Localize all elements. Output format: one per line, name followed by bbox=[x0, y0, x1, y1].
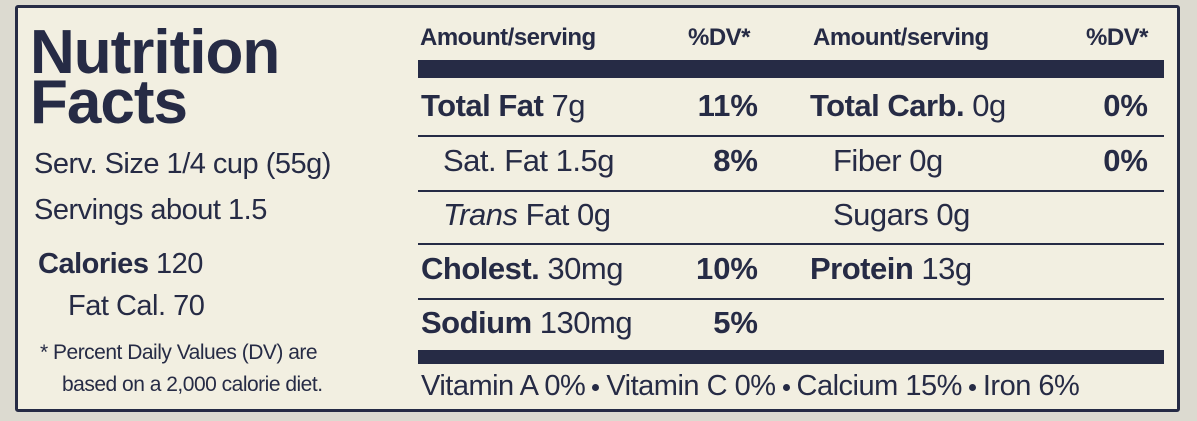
nutrient-dv: 10% bbox=[695, 251, 758, 286]
nutrient-label: Fiber bbox=[833, 143, 902, 178]
nutrient-label: Sat. Fat bbox=[443, 143, 548, 178]
nutrient-label: Protein bbox=[810, 251, 914, 286]
separator bbox=[592, 383, 600, 391]
nutrient-amount: 0g bbox=[577, 197, 611, 232]
nutrient-amount: 130mg bbox=[539, 305, 633, 340]
nutrient-amount: 1.5g bbox=[555, 143, 615, 178]
vitamin: Vitamin A 0% bbox=[421, 370, 586, 402]
serving-size: Serv. Size 1/4 cup (55g) bbox=[34, 148, 331, 180]
vitamins: Vitamin A 0% Vitamin C 0% Calcium 15% Iron … bbox=[421, 370, 1080, 403]
separator bbox=[968, 383, 976, 391]
nutrient-amount: 0g bbox=[972, 88, 1006, 123]
nutrient-label: Trans bbox=[443, 197, 518, 232]
thick-rule bbox=[418, 350, 1164, 364]
header-dv: %DV* bbox=[1086, 24, 1149, 51]
nutrient-label: Total Carb. bbox=[810, 88, 965, 123]
nutrient-dv: 11% bbox=[697, 88, 758, 123]
rule bbox=[418, 135, 1164, 137]
nutrient-amount: 0g bbox=[936, 197, 970, 232]
rule bbox=[418, 298, 1164, 300]
title: Facts bbox=[30, 68, 188, 137]
nutrient-dv: 8% bbox=[713, 143, 758, 178]
nutrient-label: Total Fat bbox=[421, 88, 544, 123]
vitamin: Vitamin C 0% bbox=[606, 370, 776, 402]
nutrient-label: Sodium bbox=[421, 305, 532, 340]
nutrition-label: Nutrition Facts Serv. Size 1/4 cup (55g)… bbox=[15, 5, 1180, 412]
rule bbox=[418, 243, 1164, 245]
nutrient-amount: 30mg bbox=[547, 251, 623, 286]
separator bbox=[782, 383, 790, 391]
title: Nutrition bbox=[30, 18, 280, 87]
nutrient-dv: 0% bbox=[1103, 88, 1148, 123]
nutrient-label: Sugars bbox=[833, 197, 929, 232]
footnote: based on a 2,000 calorie diet. bbox=[62, 373, 323, 396]
nutrient-label: Fat bbox=[525, 197, 570, 232]
footnote: * Percent Daily Values (DV) are bbox=[40, 341, 318, 364]
vitamin: Calcium 15% bbox=[796, 370, 963, 402]
thick-rule bbox=[418, 60, 1164, 78]
header-amount: Amount/serving bbox=[813, 24, 989, 51]
fat-calories: Fat Cal. 70 bbox=[68, 290, 205, 322]
nutrient-dv: 5% bbox=[713, 305, 758, 340]
header-dv: %DV* bbox=[688, 24, 751, 51]
nutrient-amount: 0g bbox=[909, 143, 943, 178]
vitamin: Iron 6% bbox=[982, 370, 1080, 402]
calories-amount: 120 bbox=[156, 248, 203, 280]
nutrient-amount: 7g bbox=[551, 88, 586, 123]
servings: Servings about 1.5 bbox=[34, 194, 267, 226]
nutrient-dv: 0% bbox=[1103, 143, 1148, 178]
nutrient-amount: 13g bbox=[921, 251, 972, 286]
header-amount: Amount/serving bbox=[420, 24, 596, 51]
rule bbox=[418, 190, 1164, 192]
nutrient-label: Cholest. bbox=[421, 251, 540, 286]
calories-label: Calories bbox=[38, 248, 149, 280]
